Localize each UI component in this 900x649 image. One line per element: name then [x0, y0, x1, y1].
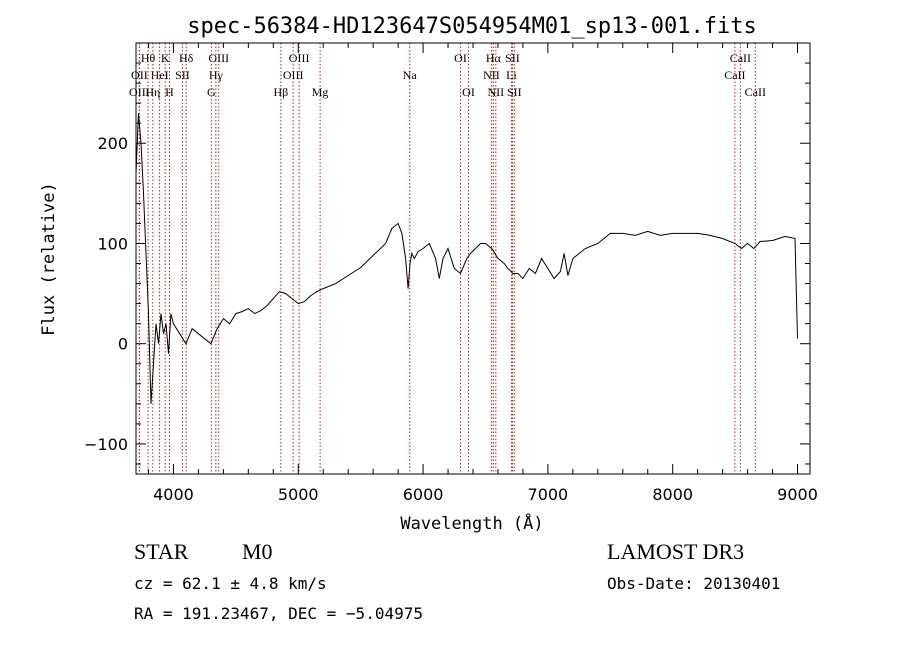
x-tick-label: 7000: [528, 485, 569, 504]
x-tick-label: 9000: [777, 485, 818, 504]
marker-label: Na: [403, 68, 418, 82]
marker-label: OIII: [208, 51, 229, 65]
x-axis-label: Wavelength (Å): [400, 512, 543, 534]
y-axis-label: Flux (relative): [39, 182, 59, 336]
x-tick-label: 8000: [652, 485, 693, 504]
redshift-cz: cz = 62.1 ± 4.8 km/s: [134, 574, 327, 593]
marker-label: NII: [483, 68, 500, 82]
x-axis-ticks: 4000 5000 6000 7000 8000 9000: [147, 43, 818, 504]
y-tick-label: −100: [84, 435, 128, 454]
y-axis-ticks: −100 0 100 200: [84, 62, 810, 465]
marker-label: OIII: [129, 85, 150, 99]
marker-label: Hα: [486, 51, 502, 65]
y-tick-label: 100: [97, 234, 128, 253]
marker-label: SII: [505, 51, 520, 65]
marker-label: SII: [175, 68, 190, 82]
marker-label: NII: [488, 85, 505, 99]
marker-label: OIII: [283, 68, 304, 82]
marker-label: Hγ: [209, 68, 224, 82]
survey-name: LAMOST DR3: [607, 539, 744, 564]
marker-label: OIII: [289, 51, 310, 65]
marker-label: SII: [507, 85, 522, 99]
y-tick-label: 200: [97, 134, 128, 153]
marker-label: OI: [462, 85, 475, 99]
marker-label: HeI: [151, 68, 169, 82]
marker-label: Hβ: [274, 85, 289, 99]
chart-title: spec-56384-HD123647S054954M01_sp13-001.f…: [187, 14, 757, 39]
obs-date: Obs-Date: 20130401: [607, 574, 780, 593]
object-subclass: M0: [242, 539, 273, 564]
marker-label: Hθ: [141, 51, 156, 65]
marker-label: CaII: [730, 51, 751, 65]
marker-label: K: [161, 51, 170, 65]
marker-label: H: [165, 85, 174, 99]
plot-frame: [135, 42, 811, 475]
marker-label: Mg: [312, 85, 329, 99]
series-group: [135, 113, 798, 404]
marker-label: Li: [506, 68, 517, 82]
x-tick-label: 4000: [153, 485, 194, 504]
marker-label: G: [207, 85, 216, 99]
marker-label: CaII: [745, 85, 766, 99]
marker-label: Hδ: [179, 51, 194, 65]
marker-label: CaII: [724, 68, 745, 82]
x-tick-label: 6000: [403, 485, 444, 504]
object-class: STAR: [134, 539, 189, 564]
marker-label: Hη: [145, 85, 160, 99]
y-tick-label: 0: [118, 335, 128, 354]
spectrum-line: [135, 113, 798, 404]
x-tick-label: 5000: [278, 485, 319, 504]
coordinates: RA = 191.23467, DEC = −5.04975: [134, 604, 423, 623]
marker-label: OI: [454, 51, 467, 65]
